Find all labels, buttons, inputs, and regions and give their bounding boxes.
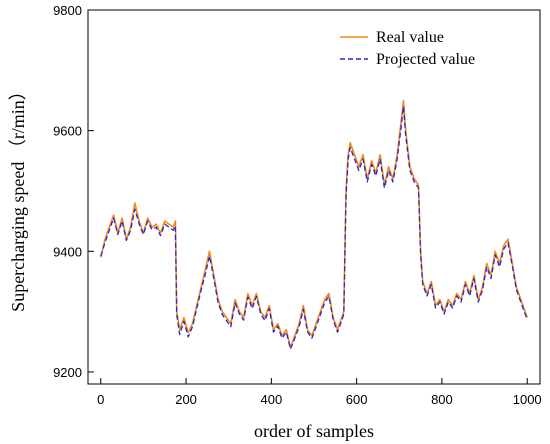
plot-frame	[87, 9, 541, 385]
x-tick-label: 0	[97, 392, 104, 407]
y-tick-label: 9400	[53, 244, 82, 259]
legend-label: Real value	[376, 29, 444, 46]
y-tick-label: 9600	[53, 124, 82, 139]
series-group	[100, 99, 528, 350]
y-tick-label: 9800	[53, 3, 82, 18]
x-tick-label: 600	[346, 392, 368, 407]
series-line-real-value	[100, 99, 528, 349]
axis-ticks	[88, 9, 528, 384]
y-tick-label: 9200	[53, 365, 82, 380]
legend-label: Projected value	[376, 51, 475, 68]
x-tick-label: 800	[431, 392, 453, 407]
x-tick-label: 400	[261, 392, 283, 407]
series-line-projected-value	[100, 105, 528, 350]
y-axis-title: Supercharging speed （r/min）	[8, 82, 28, 312]
legend: Real value Projected value	[340, 29, 475, 68]
x-tick-label: 200	[175, 392, 197, 407]
x-axis-title: order of samples	[254, 421, 374, 441]
axis-tick-labels: 0 200 400 600 800 1000 9200 9400 9600 9800	[53, 3, 542, 407]
x-tick-label: 1000	[513, 392, 542, 407]
